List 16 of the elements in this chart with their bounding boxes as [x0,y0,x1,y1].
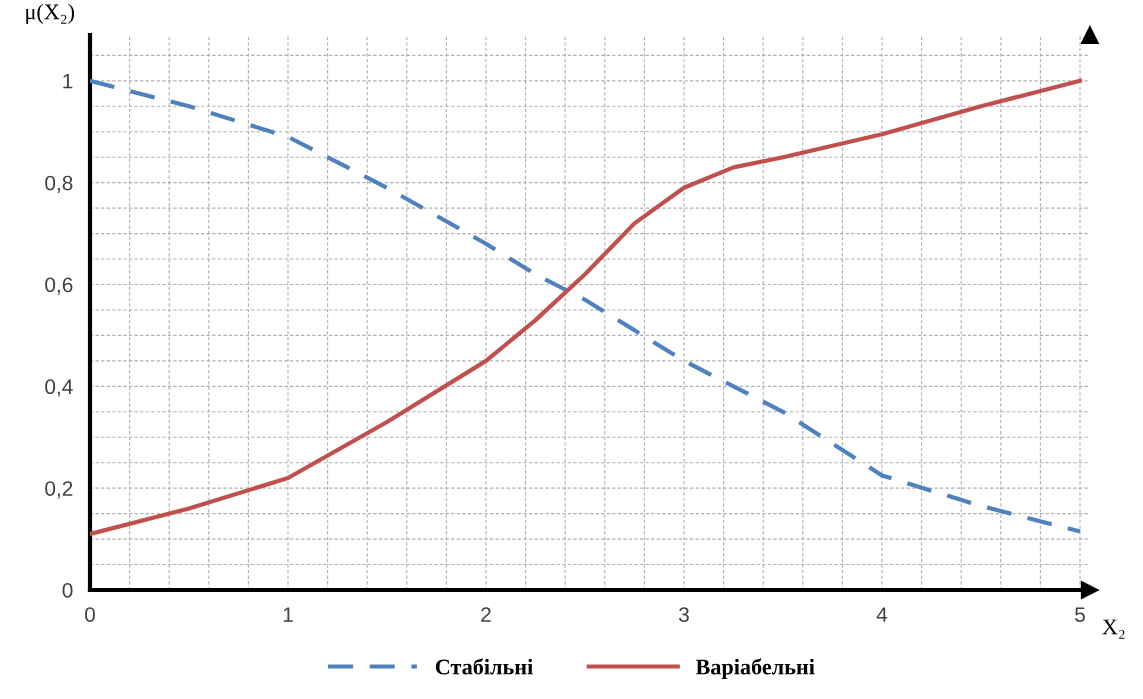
x-tick-label: 2 [481,607,491,622]
y-tick-label: 0,2 [45,481,73,499]
legend-label: Варіабельні [695,658,815,679]
x-tick-label: 1 [283,607,293,622]
x-tick-label: 4 [876,607,888,622]
y-tick-label: 0,6 [45,277,73,295]
x-tick-label: 5 [1075,607,1085,622]
legend-label: Стабільні [435,658,533,675]
y-tick-label: 0 [62,583,73,598]
x-tick-label: 0 [85,607,95,622]
y-tick-label: 0,8 [45,175,73,193]
y-axis-title: μ(X₂) [26,3,75,24]
x-axis-title: X₂ [1102,619,1125,639]
x-tick-label: 3 [679,607,689,622]
y-tick-label: 0,4 [45,379,73,397]
y-tick-label: 1 [63,74,73,89]
